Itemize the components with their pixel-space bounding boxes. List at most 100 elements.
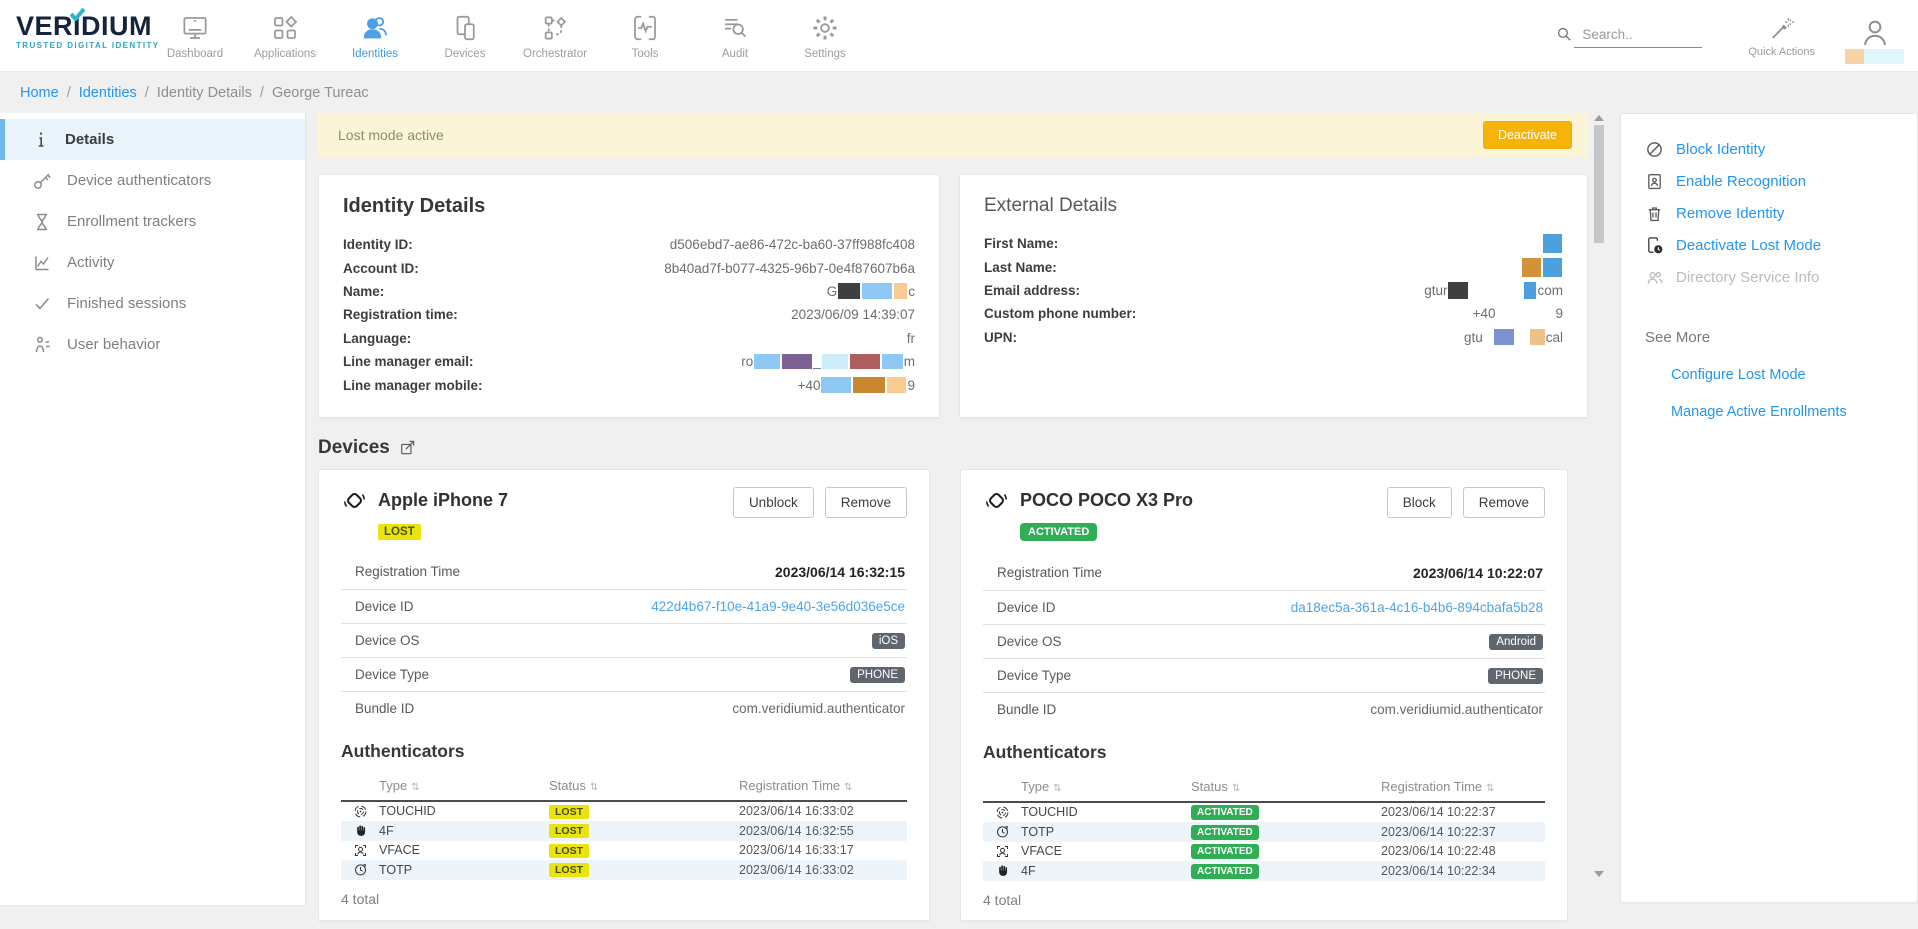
registration-time-value: 2023/06/09 14:39:07 bbox=[791, 307, 915, 323]
nav-item-applications[interactable]: Applications bbox=[240, 0, 330, 72]
nav-item-identities[interactable]: Identities bbox=[330, 0, 420, 72]
sort-status-header[interactable]: Status bbox=[1191, 779, 1381, 794]
veridium-logo[interactable]: VERIDIUM TRUSTED DIGITAL IDENTITY bbox=[16, 8, 166, 50]
nav-item-orchestrator[interactable]: Orchestrator bbox=[510, 0, 600, 72]
nav-item-dashboard[interactable]: Dashboard bbox=[150, 0, 240, 72]
clock-icon bbox=[983, 824, 1021, 839]
authenticator-row: VFACE ACTIVATED 2023/06/14 10:22:48 bbox=[983, 842, 1545, 862]
sidebar-item-enrollment-trackers[interactable]: Enrollment trackers bbox=[0, 201, 305, 242]
remove-device-button[interactable]: Remove bbox=[1462, 486, 1545, 518]
nav-item-audit[interactable]: Audit bbox=[690, 0, 780, 72]
deactivate-lost-mode-action[interactable]: Deactivate Lost Mode bbox=[1645, 236, 1917, 255]
auth-status-badge: LOST bbox=[549, 863, 589, 878]
device-id-row: Device ID 422d4b67-f10e-41a9-9e40-3e56d0… bbox=[341, 588, 907, 623]
device-icon bbox=[341, 487, 368, 514]
device-registration-time-row: Registration Time 2023/06/14 16:32:15 bbox=[355, 563, 905, 580]
sidebar-item-details[interactable]: Details bbox=[0, 119, 305, 160]
primary-nav: Dashboard Applications Identities Devi bbox=[150, 0, 870, 72]
user-profile-button[interactable] bbox=[1845, 17, 1904, 64]
upn-value-redacted: gtu cal bbox=[1463, 329, 1563, 346]
scroll-up-arrow[interactable] bbox=[1594, 115, 1604, 121]
identity-id-row: Identity ID: d506ebd7-ae86-472c-ba60-37f… bbox=[343, 237, 915, 253]
identity-actions-panel: Block Identity Enable Recognition Remove… bbox=[1620, 113, 1918, 903]
quick-actions-label: Quick Actions bbox=[1748, 46, 1815, 58]
authenticator-row: 4F ACTIVATED 2023/06/14 10:22:34 bbox=[983, 861, 1545, 881]
search-icon bbox=[1555, 25, 1574, 48]
configure-lost-mode-link[interactable]: Configure Lost Mode bbox=[1671, 367, 1806, 383]
key-icon bbox=[32, 171, 52, 191]
details-sidebar: Details Device authenticators Enrollment… bbox=[0, 113, 306, 905]
user-icon bbox=[1859, 17, 1891, 49]
device-id-link[interactable]: 422d4b67-f10e-41a9-9e40-3e56d036e5ce bbox=[651, 598, 905, 614]
device-id-row: Device ID da18ec5a-361a-4c16-b4b6-894cba… bbox=[983, 589, 1545, 624]
sort-time-header[interactable]: Registration Time bbox=[1381, 779, 1545, 794]
authenticator-row: TOUCHID LOST 2023/06/14 16:33:02 bbox=[341, 802, 907, 822]
remove-identity-action[interactable]: Remove Identity bbox=[1645, 204, 1917, 223]
applications-icon bbox=[270, 13, 300, 43]
sort-type-header[interactable]: Type bbox=[379, 778, 549, 793]
authenticators-title: Authenticators bbox=[341, 740, 465, 761]
auth-status-badge: ACTIVATED bbox=[1191, 863, 1259, 879]
breadcrumb-identities[interactable]: Identities bbox=[79, 85, 157, 101]
check-icon bbox=[32, 294, 52, 314]
authenticators-table: Type Status Registration Time TOUCHID LO… bbox=[341, 772, 907, 880]
block-identity-action[interactable]: Block Identity bbox=[1645, 140, 1917, 159]
sidebar-item-activity[interactable]: Activity bbox=[0, 242, 305, 283]
authenticators-total: 4 total bbox=[983, 891, 1022, 908]
user-behavior-icon bbox=[32, 335, 52, 355]
breadcrumb-home[interactable]: Home bbox=[20, 85, 79, 101]
face-icon bbox=[983, 844, 1021, 859]
remove-device-button[interactable]: Remove bbox=[824, 486, 907, 518]
authenticator-row: TOTP LOST 2023/06/14 16:33:02 bbox=[341, 860, 907, 880]
main-scrollbar[interactable] bbox=[1592, 113, 1606, 905]
nav-item-devices[interactable]: Devices bbox=[420, 0, 510, 72]
unblock-device-button[interactable]: Unblock bbox=[732, 486, 814, 518]
brand-name: VERIDIUM bbox=[16, 11, 153, 41]
sort-time-header[interactable]: Registration Time bbox=[739, 778, 907, 793]
line-manager-mobile-row: Line manager mobile: +40 9 bbox=[343, 377, 915, 394]
hand-icon bbox=[983, 863, 1021, 878]
device-os-row: Device OS iOS bbox=[341, 622, 907, 657]
identities-icon bbox=[360, 13, 390, 43]
last-name-row: Last Name: bbox=[984, 255, 1563, 278]
block-device-button[interactable]: Block bbox=[1386, 486, 1452, 518]
device-type-row: Device Type PHONE bbox=[341, 656, 907, 691]
auth-status-badge: LOST bbox=[549, 843, 589, 858]
top-bar: VERIDIUM TRUSTED DIGITAL IDENTITY Dashbo… bbox=[0, 0, 1918, 72]
nav-label: Orchestrator bbox=[523, 47, 587, 60]
device-type-badge: PHONE bbox=[850, 666, 905, 683]
enable-recognition-action[interactable]: Enable Recognition bbox=[1645, 172, 1917, 191]
block-icon bbox=[1645, 140, 1664, 159]
auth-status-badge: ACTIVATED bbox=[1191, 805, 1259, 821]
authenticator-row: 4F LOST 2023/06/14 16:32:55 bbox=[341, 821, 907, 841]
auth-status-badge: LOST bbox=[549, 804, 589, 819]
open-devices-icon[interactable] bbox=[399, 439, 416, 456]
settings-icon bbox=[810, 13, 840, 43]
sidebar-item-finished-sessions[interactable]: Finished sessions bbox=[0, 283, 305, 324]
bundle-id-row: Bundle ID com.veridiumid.authenticator bbox=[983, 691, 1545, 726]
nav-item-settings[interactable]: Settings bbox=[780, 0, 870, 72]
deactivate-lost-mode-button[interactable]: Deactivate bbox=[1482, 121, 1572, 149]
devices-section-title: Devices bbox=[318, 436, 390, 458]
sidebar-item-device-authenticators[interactable]: Device authenticators bbox=[0, 160, 305, 201]
bundle-id-value: com.veridiumid.authenticator bbox=[732, 700, 905, 716]
auth-status-badge: ACTIVATED bbox=[1191, 844, 1259, 860]
email-address-row: Email address: gtur com bbox=[984, 281, 1563, 299]
device-clock-icon bbox=[1645, 236, 1664, 255]
identity-details-card: Identity Details Identity ID: d506ebd7-a… bbox=[318, 174, 940, 418]
line-chart-icon bbox=[32, 253, 52, 273]
device-id-link[interactable]: da18ec5a-361a-4c16-b4b6-894cbafa5b28 bbox=[1290, 599, 1543, 615]
external-details-title: External Details bbox=[984, 195, 1118, 216]
sort-status-header[interactable]: Status bbox=[549, 778, 739, 793]
scroll-down-arrow[interactable] bbox=[1594, 871, 1604, 877]
nav-item-tools[interactable]: Tools bbox=[600, 0, 690, 72]
manage-active-enrollments-link[interactable]: Manage Active Enrollments bbox=[1671, 404, 1847, 420]
face-icon bbox=[341, 843, 379, 858]
device-name: POCO POCO X3 Pro bbox=[1020, 489, 1194, 510]
sidebar-item-user-behavior[interactable]: User behavior bbox=[0, 324, 305, 365]
sort-type-header[interactable]: Type bbox=[1021, 779, 1191, 794]
quick-actions-button[interactable]: Quick Actions bbox=[1748, 14, 1815, 58]
brand-check-icon bbox=[70, 8, 85, 21]
scrollbar-thumb[interactable] bbox=[1594, 125, 1604, 243]
search-input[interactable] bbox=[1574, 24, 1703, 48]
